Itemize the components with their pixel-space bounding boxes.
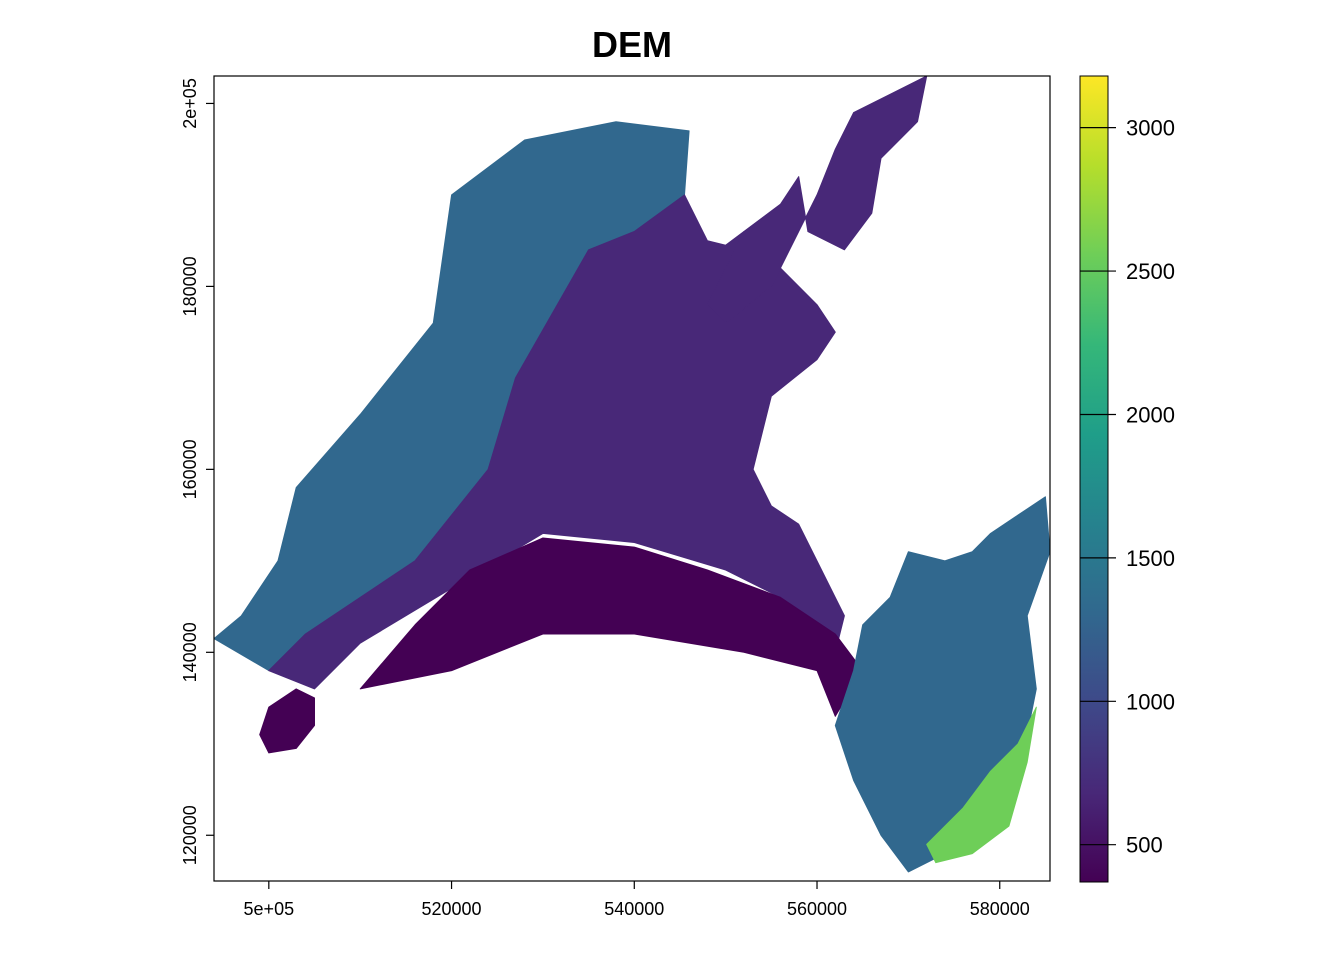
y-axis: 120000 140000 160000 180000 2e+05 (180, 78, 214, 865)
legend-tick-label: 1500 (1126, 546, 1175, 571)
x-tick-label: 580000 (970, 899, 1030, 919)
region-central-plateau (268, 194, 845, 690)
region-alpine-peaks (926, 706, 1037, 864)
legend-colorbar (1079, 75, 1109, 883)
x-tick-label: 520000 (422, 899, 482, 919)
y-tick-label: 2e+05 (180, 78, 200, 129)
legend-tick-label: 2500 (1126, 259, 1175, 284)
region-southwest-outlier (259, 688, 315, 754)
y-tick-label: 120000 (180, 805, 200, 865)
y-tick-label: 160000 (180, 439, 200, 499)
x-tick-label: 560000 (787, 899, 847, 919)
legend-tick-label: 500 (1126, 833, 1163, 858)
y-tick-label: 140000 (180, 622, 200, 682)
plot-frame (213, 75, 1051, 882)
legend-ticks: 500 1000 1500 2000 2500 3000 (1080, 116, 1175, 858)
y-tick-label: 180000 (180, 256, 200, 316)
chart-title: DEM (592, 24, 672, 65)
x-tick-label: 540000 (604, 899, 664, 919)
region-lake-shore-basin (359, 537, 864, 717)
legend-tick-label: 2000 (1126, 402, 1175, 427)
legend-tick-label: 1000 (1126, 689, 1175, 714)
x-tick-label: 5e+05 (244, 899, 295, 919)
region-alpine-valleys (834, 496, 1051, 873)
x-axis: 5e+05 520000 540000 560000 580000 (244, 881, 1030, 919)
region-northern-lobe (706, 75, 928, 324)
dem-raster (213, 75, 1051, 873)
legend-tick-label: 3000 (1126, 116, 1175, 141)
